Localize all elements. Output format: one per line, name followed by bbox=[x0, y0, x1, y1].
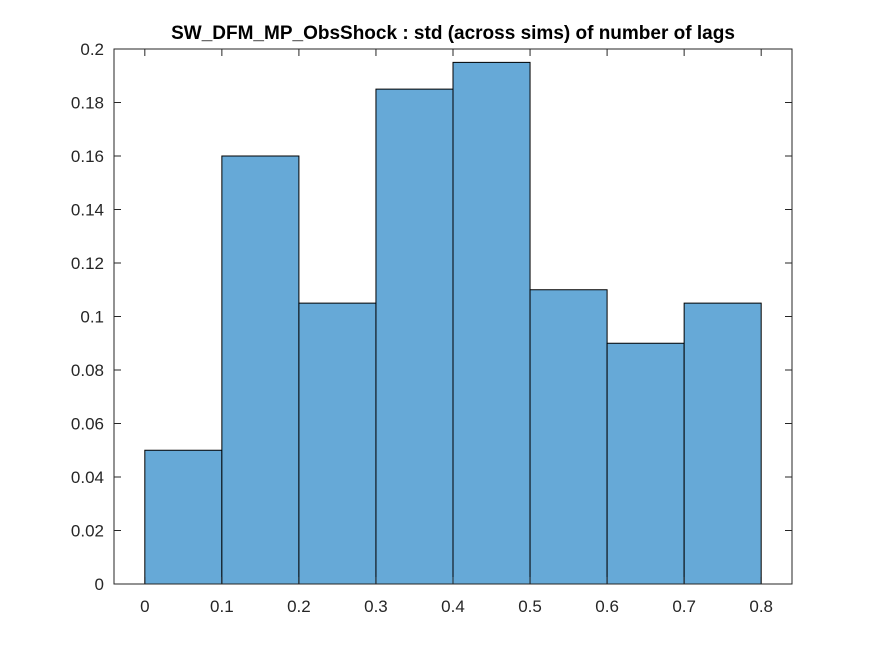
x-tick-label: 0.4 bbox=[441, 597, 465, 616]
y-tick-label: 0.1 bbox=[80, 308, 104, 327]
y-tick-label: 0 bbox=[95, 575, 104, 594]
y-tick-label: 0.14 bbox=[71, 201, 104, 220]
y-tick-label: 0.2 bbox=[80, 40, 104, 59]
x-tick-label: 0.2 bbox=[287, 597, 311, 616]
y-tick-label: 0.12 bbox=[71, 254, 104, 273]
histogram-bar bbox=[221, 155, 300, 585]
x-tick-label: 0.5 bbox=[518, 597, 542, 616]
y-tick-label: 0.08 bbox=[71, 361, 104, 380]
x-tick-label: 0.6 bbox=[595, 597, 619, 616]
y-tick-label: 0.18 bbox=[71, 94, 104, 113]
y-tick-label: 0.04 bbox=[71, 468, 104, 487]
x-tick-label: 0 bbox=[140, 597, 149, 616]
histogram-bar bbox=[529, 289, 608, 585]
x-tick-label: 0.7 bbox=[672, 597, 696, 616]
histogram-bar bbox=[683, 302, 762, 585]
histogram-bar bbox=[144, 449, 223, 585]
y-tick-label: 0.02 bbox=[71, 522, 104, 541]
x-tick-label: 0.3 bbox=[364, 597, 388, 616]
histogram-bar bbox=[298, 302, 377, 585]
y-tick-label: 0.06 bbox=[71, 415, 104, 434]
axes-box bbox=[113, 48, 793, 585]
x-tick-label: 0.1 bbox=[210, 597, 234, 616]
chart-title: SW_DFM_MP_ObsShock : std (across sims) o… bbox=[171, 23, 735, 44]
x-tick-label: 0.8 bbox=[749, 597, 773, 616]
bars-group bbox=[144, 61, 762, 585]
y-tick-label: 0.16 bbox=[71, 147, 104, 166]
histogram-bar bbox=[452, 61, 531, 585]
histogram-bar bbox=[375, 88, 454, 585]
histogram-bar bbox=[606, 342, 685, 585]
ticks-group: 0 0.1 0.2 0.3 0.4 0.5 0.6 0.7 0.8 0 0.02 0.04 0.06 0.… bbox=[71, 40, 792, 616]
